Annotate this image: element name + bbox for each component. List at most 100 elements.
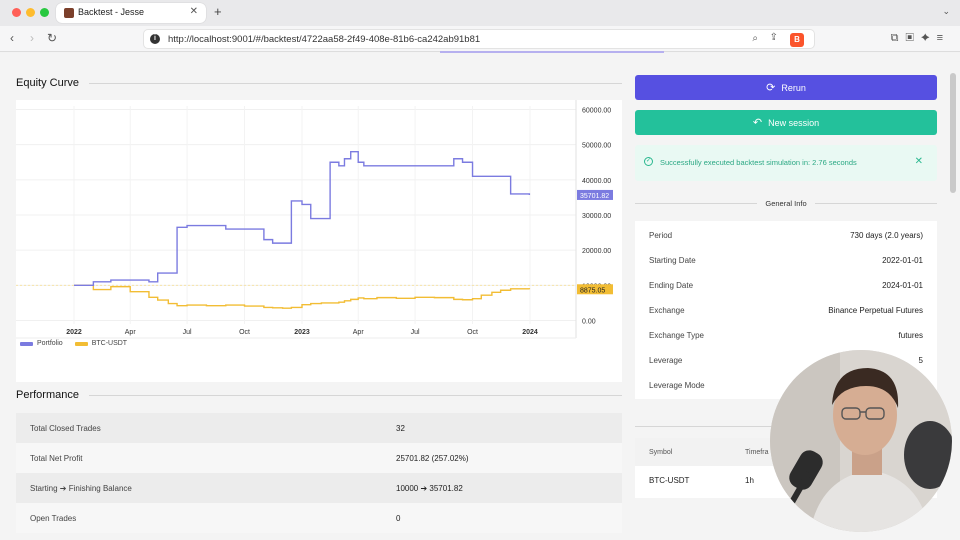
info-row: Leverage Mode — [635, 371, 937, 396]
minimize-window-button[interactable] — [26, 8, 35, 17]
table-row: Starting ➔ Finishing Balance 10000 ➔ 357… — [16, 473, 622, 503]
legend-item-portfolio[interactable]: Portfolio — [20, 340, 63, 347]
info-row: Exchange Type futures — [635, 321, 937, 346]
x-tick-label: 2023 — [294, 329, 310, 336]
address-bar[interactable]: i http://localhost:9001/#/backtest/4722a… — [143, 29, 815, 49]
page-scrollbar[interactable] — [950, 73, 956, 193]
webcam-overlay — [770, 350, 952, 532]
section-divider — [88, 394, 622, 396]
equity-curve-header: Equity Curve — [16, 77, 622, 89]
last-value-badge — [577, 189, 613, 200]
new-session-label: New session — [768, 117, 820, 128]
info-value: 2022-01-01 — [882, 256, 923, 265]
undo-icon: ↶ — [752, 117, 763, 129]
x-tick-label: 2024 — [522, 329, 538, 336]
close-icon[interactable]: ✕ — [914, 156, 923, 167]
section-divider — [814, 203, 937, 204]
column-header-timeframe: Timefra — [745, 449, 769, 456]
x-tick-label: 2022 — [66, 329, 82, 336]
performance-header: Performance — [16, 389, 622, 401]
general-info-header: General Info — [635, 199, 937, 208]
brave-shield-icon[interactable]: B — [790, 33, 804, 47]
equity-curve-title: Equity Curve — [16, 77, 79, 89]
x-tick-label: Jul — [411, 329, 420, 336]
page-loading-bar — [440, 51, 664, 53]
rerun-label: Rerun — [781, 82, 806, 93]
browser-extension-icons[interactable]: ⧉▣✦≡ — [890, 32, 950, 44]
legend-label-btc-usdt: BTC-USDT — [91, 340, 128, 347]
info-label: Ending Date — [649, 281, 694, 290]
metric-value: 25701.82 (257.02%) — [396, 454, 469, 463]
info-label: Leverage Mode — [649, 381, 705, 390]
legend-swatch-portfolio — [20, 341, 33, 346]
table-row: Total Net Profit 25701.82 (257.02%) — [16, 443, 622, 473]
table-row: Open Trades 0 — [16, 503, 622, 533]
y-tick-label: 50000.00 — [582, 143, 611, 150]
equity-chart-svg[interactable]: 60000.00 50000.00 40000.00 30000.00 20000.00… — [16, 100, 622, 340]
legend-item-btc-usdt[interactable]: BTC-USDT — [74, 340, 128, 347]
info-label: Exchange Type — [649, 331, 705, 340]
chevron-down-icon[interactable]: ⌄ — [942, 6, 950, 16]
browser-navbar: ‹ › ↻ i http://localhost:9001/#/backtest… — [0, 26, 960, 52]
browser-tab[interactable]: Backtest - Jesse ✕ — [56, 3, 206, 23]
info-label: Starting Date — [649, 256, 696, 265]
series-line-btc-usdt — [74, 284, 531, 309]
refresh-icon: ⟳ — [766, 82, 776, 94]
route-symbol: BTC-USDT — [649, 476, 690, 485]
performance-title: Performance — [16, 389, 79, 401]
close-tab-icon[interactable]: ✕ — [189, 6, 198, 17]
y-tick-label: 20000.00 — [582, 248, 611, 255]
x-tick-label: Apr — [353, 329, 365, 336]
metric-label: Starting ➔ Finishing Balance — [30, 484, 132, 493]
section-divider — [635, 203, 758, 204]
new-tab-button[interactable]: + — [214, 4, 222, 19]
x-tick-label: Oct — [467, 329, 478, 336]
close-window-button[interactable] — [12, 8, 21, 17]
forward-icon[interactable]: › — [30, 31, 34, 45]
x-tick-label: Oct — [239, 329, 250, 336]
info-value: 5 — [918, 356, 923, 365]
metric-value: 10000 ➔ 35701.82 — [396, 484, 463, 493]
info-value: 730 days (2.0 years) — [850, 231, 923, 240]
performance-table: Total Closed Trades 32 Total Net Profit … — [16, 413, 622, 533]
info-label: Leverage — [649, 356, 683, 365]
share-icon[interactable]: ⇪ — [769, 32, 778, 43]
alert-text: Successfully executed backtest simulatio… — [660, 158, 857, 167]
metric-label: Open Trades — [30, 514, 77, 523]
info-value: Binance Perpetual Futures — [828, 306, 923, 315]
metric-value: 0 — [396, 514, 401, 523]
rerun-button[interactable]: ⟳ Rerun — [635, 75, 937, 100]
new-session-button[interactable]: ↶ New session — [635, 110, 937, 135]
url-text[interactable]: http://localhost:9001/#/backtest/4722aa5… — [168, 34, 481, 45]
browser-tabbar: Backtest - Jesse ✕ + ⌄ — [0, 0, 960, 26]
series-line-portfolio — [74, 151, 531, 287]
maximize-window-button[interactable] — [40, 8, 49, 17]
last-value-badge — [577, 284, 613, 295]
info-label: Exchange — [649, 306, 685, 315]
check-circle-icon: ✓ — [644, 157, 653, 166]
site-info-icon[interactable]: i — [150, 34, 160, 44]
info-label: Period — [649, 231, 673, 240]
metric-label: Total Closed Trades — [30, 424, 101, 433]
tab-title: Backtest - Jesse — [78, 7, 145, 17]
last-value-label: 8875.05 — [580, 287, 605, 294]
y-tick-label: 60000.00 — [582, 108, 611, 115]
reload-icon[interactable]: ↻ — [47, 31, 58, 45]
info-value: futures — [898, 331, 923, 340]
column-header-symbol: Symbol — [649, 449, 673, 456]
section-divider — [88, 82, 622, 84]
general-info-title: General Info — [765, 199, 807, 208]
back-icon[interactable]: ‹ — [10, 31, 14, 45]
info-row: Leverage 5 — [635, 346, 937, 371]
y-tick-label: 40000.00 — [582, 178, 611, 185]
equity-chart[interactable]: 60000.00 50000.00 40000.00 30000.00 20000.00… — [16, 100, 622, 382]
zoom-icon[interactable]: ⌕ — [752, 33, 758, 44]
info-value: 2024-01-01 — [882, 281, 923, 290]
route-timeframe: 1h — [745, 476, 754, 485]
y-tick-label: 30000.00 — [582, 213, 611, 220]
last-value-label: 35701.82 — [580, 193, 609, 200]
metric-value: 32 — [396, 424, 405, 433]
jesse-favicon-icon — [64, 8, 74, 18]
legend-swatch-btc-usdt — [74, 341, 88, 346]
info-row: Exchange Binance Perpetual Futures — [635, 296, 937, 321]
